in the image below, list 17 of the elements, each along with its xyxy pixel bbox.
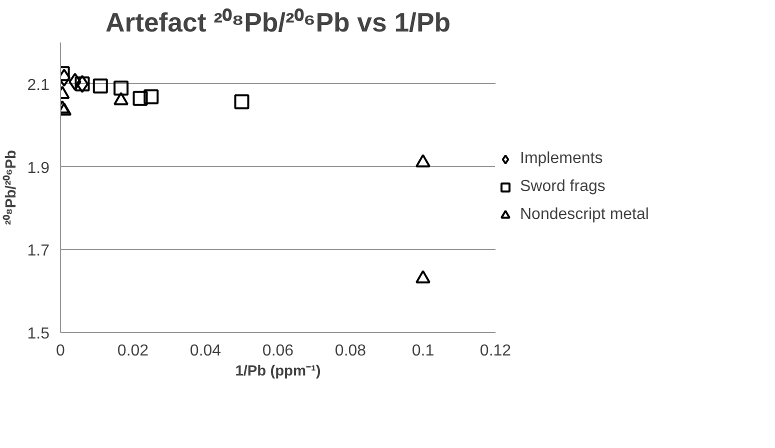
legend-label: Nondescript metal (520, 206, 649, 224)
x-tick-label: 0.12 (480, 342, 512, 360)
y-tick-label: 1.7 (27, 242, 50, 260)
y-tick-label: 1.9 (27, 160, 50, 177)
x-tick-label: 0.08 (334, 342, 366, 360)
y-tick-label: 2.1 (27, 76, 50, 94)
x-tick-label: 0 (56, 342, 66, 360)
x-tick-label: 0.1 (412, 342, 434, 360)
y-axis-title: ²⁰⁸Pb/²⁰⁶Pb (2, 150, 20, 225)
legend-label: Implements (520, 150, 603, 168)
y-tick-label: 1.5 (27, 326, 50, 342)
legend-label: Sword frags (520, 178, 606, 196)
x-tick-label: 0.04 (190, 342, 222, 360)
x-axis-title: 1/Pb (ppm⁻¹) (235, 364, 321, 380)
chart-title: Artefact ²⁰⁸Pb/²⁰⁶Pb vs 1/Pb (105, 8, 451, 38)
x-tick-label: 0.06 (262, 342, 294, 360)
x-tick-label: 0.02 (117, 342, 149, 360)
